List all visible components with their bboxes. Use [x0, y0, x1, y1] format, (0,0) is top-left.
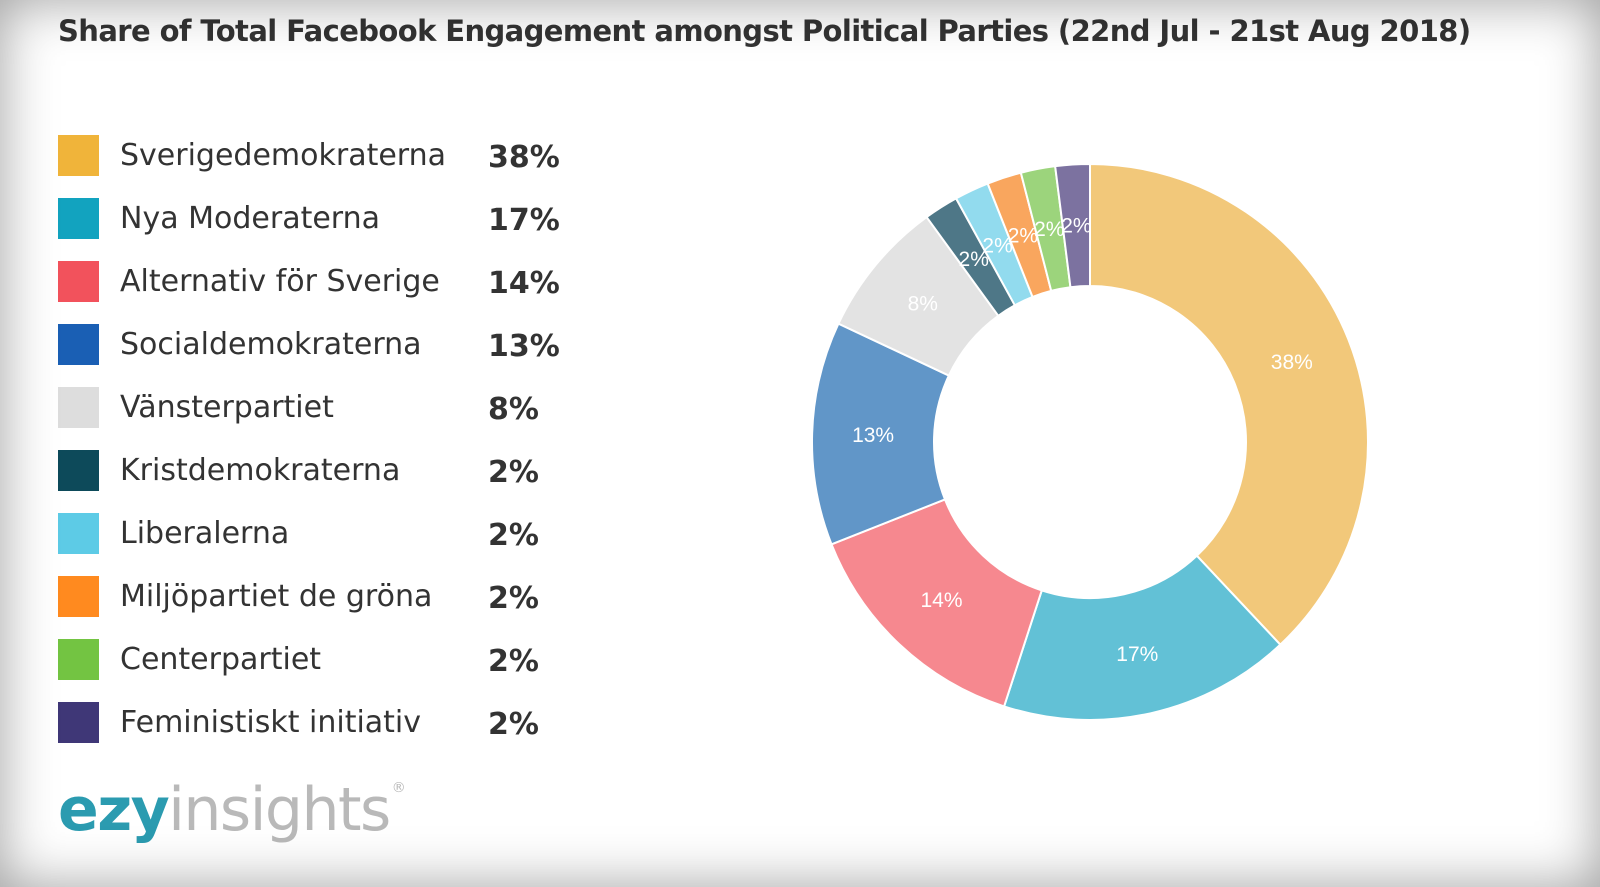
legend-item: Alternativ för Sverige 14% [58, 261, 618, 324]
legend-value: 8% [488, 392, 539, 427]
legend-label: Socialdemokraterna [120, 327, 422, 362]
legend-item: Vänsterpartiet 8% [58, 387, 618, 450]
donut-slice [1089, 162, 1369, 647]
slice-label: 2% [1034, 218, 1064, 241]
donut-slice [1002, 554, 1282, 721]
legend-swatch [58, 450, 99, 491]
legend-label: Alternativ för Sverige [120, 264, 440, 299]
legend-value: 2% [488, 455, 539, 490]
legend-swatch [58, 576, 99, 617]
legend-item: Feministiskt initiativ 2% [58, 702, 618, 765]
legend-item: Miljöpartiet de gröna 2% [58, 576, 618, 639]
legend-swatch [58, 135, 99, 176]
legend-label: Vänsterpartiet [120, 390, 334, 425]
legend-label: Nya Moderaterna [120, 201, 380, 236]
legend-label: Miljöpartiet de gröna [120, 579, 433, 614]
slice-label: 8% [908, 293, 938, 316]
legend-swatch [58, 702, 99, 743]
legend-swatch [58, 261, 99, 302]
legend-value: 2% [488, 644, 539, 679]
legend-label: Centerpartiet [120, 642, 322, 677]
slice-label: 38% [1271, 351, 1313, 374]
donut-slice [1054, 162, 1091, 289]
slice-label: 2% [1008, 225, 1038, 248]
slice-label: 2% [959, 248, 989, 271]
legend-item: Liberalerna 2% [58, 513, 618, 576]
legend-value: 14% [488, 266, 560, 301]
slice-label: 14% [920, 589, 962, 612]
slice-label: 2% [1061, 214, 1091, 237]
legend-value: 2% [488, 707, 539, 742]
legend-item: Sverigedemokraterna 38% [58, 135, 618, 198]
legend-item: Socialdemokraterna 13% [58, 324, 618, 387]
legend-swatch [58, 513, 99, 554]
slice-label: 17% [1116, 643, 1158, 666]
legend: Sverigedemokraterna 38% Nya Moderaterna 17%… [58, 135, 618, 765]
legend-label: Sverigedemokraterna [120, 138, 447, 173]
legend-swatch [58, 639, 99, 680]
legend-item: Centerpartiet 2% [58, 639, 618, 702]
legend-label: Kristdemokraterna [120, 453, 401, 488]
legend-value: 2% [488, 581, 539, 616]
legend-item: Nya Moderaterna 17% [58, 198, 618, 261]
legend-label: Liberalerna [120, 516, 290, 551]
slice-label: 2% [982, 235, 1012, 258]
legend-swatch [58, 387, 99, 428]
legend-value: 2% [488, 518, 539, 553]
ezyinsights-logo: ezyinsights ® [58, 775, 406, 845]
legend-item: Kristdemokraterna 2% [58, 450, 618, 513]
legend-label: Feministiskt initiativ [120, 705, 422, 740]
chart-title: Share of Total Facebook Engagement among… [58, 14, 1471, 48]
legend-value: 17% [488, 203, 560, 238]
legend-value: 38% [488, 140, 560, 175]
legend-value: 13% [488, 329, 560, 364]
slice-label: 13% [852, 424, 894, 447]
legend-swatch [58, 324, 99, 365]
legend-swatch [58, 198, 99, 239]
